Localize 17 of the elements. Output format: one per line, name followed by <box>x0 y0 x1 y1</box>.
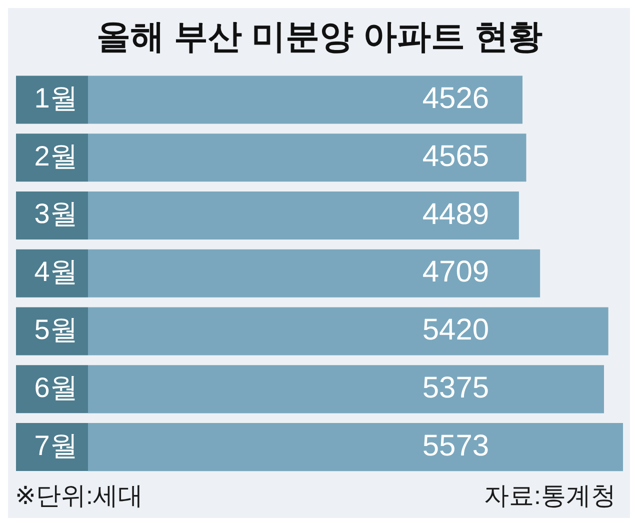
y-tick-label: 7월 <box>34 430 78 461</box>
data-label: 5573 <box>422 429 490 462</box>
y-tick-label: 5월 <box>34 314 78 346</box>
text: 자료:통계청 <box>484 482 616 510</box>
y-tick-label: 2월 <box>34 140 78 172</box>
y-tick-label: 1월 <box>34 82 78 114</box>
chart-title: 올해 부산 미분양 아파트 현황 <box>96 18 542 56</box>
data-label: 4526 <box>422 82 490 116</box>
data-label: 4709 <box>422 256 490 289</box>
data-label: 4489 <box>422 198 490 231</box>
text: ※단위:세대 <box>15 482 143 510</box>
y-tick-label: 4월 <box>34 256 78 288</box>
data-label: 5420 <box>422 314 490 347</box>
data-label: 4565 <box>422 140 490 173</box>
y-tick-label: 3월 <box>34 198 78 230</box>
data-label: 5375 <box>422 371 490 404</box>
y-tick-label: 6월 <box>34 372 78 403</box>
